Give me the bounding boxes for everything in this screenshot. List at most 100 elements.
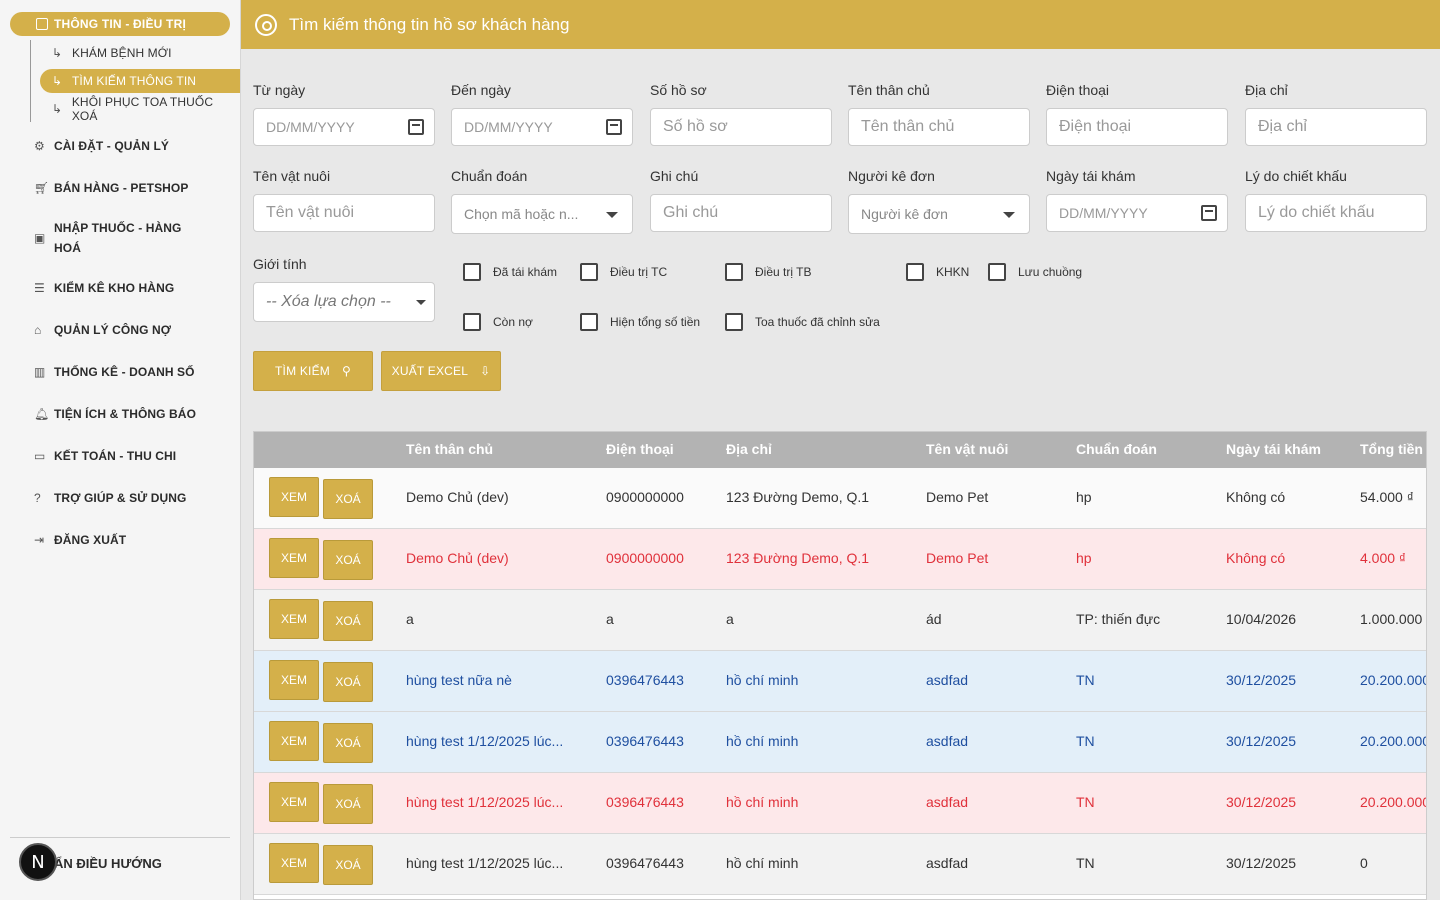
- view-button[interactable]: XEM: [269, 538, 319, 578]
- cell-owner: hùng test 1/12/2025 lúc...: [406, 794, 564, 810]
- table-row[interactable]: XEM XOÁ a a a ád TP: thiến đực 10/04/202…: [254, 590, 1426, 651]
- checkbox-box[interactable]: [463, 313, 481, 331]
- sidebar-item-notifications[interactable]: 🔔︎ TIỆN ÍCH & THÔNG BÁO: [34, 404, 214, 424]
- revisit-date-placeholder: DD/MM/YYYY: [1059, 205, 1148, 221]
- delete-button[interactable]: XOÁ: [323, 601, 373, 641]
- view-button[interactable]: XEM: [269, 660, 319, 700]
- sidebar-item-accounting[interactable]: ▭ KẾT TOÁN - THU CHI: [34, 446, 214, 466]
- table-row[interactable]: XEM XOÁ hùng test 1/12/2025 lúc... 03964…: [254, 712, 1426, 773]
- diagnosis-select[interactable]: Chọn mã hoặc n...: [451, 194, 633, 234]
- to-date-input[interactable]: DD/MM/YYYY: [451, 108, 633, 146]
- cell-total: 4.000 ₫: [1360, 550, 1407, 566]
- sidebar-item-search-info[interactable]: ↳ TÌM KIẾM THÔNG TIN: [40, 69, 240, 93]
- sidebar-item-label: KẾT TOÁN - THU CHI: [54, 449, 177, 463]
- checkbox-box[interactable]: [580, 313, 598, 331]
- checkbox-box[interactable]: [906, 263, 924, 281]
- table-row[interactable]: XEM XOÁ hùng test 1/12/2025 lúc... 03964…: [254, 834, 1426, 895]
- view-button[interactable]: XEM: [269, 721, 319, 761]
- owner-name-label: Tên thân chủ: [848, 82, 930, 98]
- note-field: Ghi chú Ghi chú: [650, 168, 832, 232]
- checkbox-boarding[interactable]: Lưu chuồng: [988, 263, 1082, 281]
- arrow-right-icon: ↳: [52, 102, 63, 116]
- delete-button[interactable]: XOÁ: [323, 784, 373, 824]
- checkbox-in-debt[interactable]: Còn nợ: [463, 313, 533, 331]
- view-button[interactable]: XEM: [269, 599, 319, 639]
- checkbox-box[interactable]: [580, 263, 598, 281]
- view-button[interactable]: XEM: [269, 843, 319, 883]
- n-logo-badge[interactable]: N: [19, 843, 57, 881]
- checkbox-khkn[interactable]: KHKN: [906, 263, 969, 281]
- calendar-icon[interactable]: [408, 119, 424, 135]
- owner-name-input[interactable]: Tên thân chủ: [848, 108, 1030, 146]
- checkbox-treat-tc[interactable]: Điều trị TC: [580, 263, 667, 281]
- delete-button[interactable]: XOÁ: [323, 540, 373, 580]
- checkbox-box[interactable]: [988, 263, 1006, 281]
- results-table: Tên thân chủ Điện thoại Địa chỉ Tên vật …: [253, 431, 1427, 900]
- phone-input[interactable]: Điện thoại: [1046, 108, 1228, 146]
- sidebar-item-restore-prescription[interactable]: ↳ KHÔI PHỤC TOA THUỐC XOÁ: [40, 95, 240, 123]
- sidebar-item-inventory[interactable]: ☰ KIỂM KÊ KHO HÀNG: [34, 278, 214, 298]
- sidebar-item-petshop[interactable]: 🛒︎ BÁN HÀNG - PETSHOP: [34, 178, 214, 198]
- sidebar-item-debt[interactable]: ⌂ QUẢN LÝ CÔNG NỢ: [34, 320, 214, 340]
- calendar-icon[interactable]: [606, 119, 622, 135]
- column-header[interactable]: Tổng tiền: [1360, 441, 1423, 457]
- note-input[interactable]: Ghi chú: [650, 194, 832, 232]
- cell-revisit: Không có: [1226, 550, 1286, 566]
- address-field: Địa chỉ Địa chỉ: [1245, 82, 1427, 146]
- column-header[interactable]: Điện thoại: [606, 441, 674, 457]
- sidebar-item-logout[interactable]: ⇥ ĐĂNG XUẤT: [34, 530, 214, 550]
- column-header[interactable]: Tên thân chủ: [406, 441, 494, 457]
- discount-reason-input[interactable]: Lý do chiết khấu: [1245, 194, 1427, 232]
- table-row[interactable]: XEM XOÁ hùng test 1/12/2025 lúc... 03964…: [254, 773, 1426, 834]
- sidebar-item-import[interactable]: ▣ NHẬP THUỐC - HÀNG HOÁ: [34, 218, 194, 258]
- sidebar-item-help[interactable]: ? TRỢ GIÚP & SỬ DỤNG: [34, 488, 214, 508]
- owner-name-placeholder: Tên thân chủ: [861, 118, 955, 135]
- revisit-date-input[interactable]: DD/MM/YYYY: [1046, 194, 1228, 232]
- prescriber-select[interactable]: Người kê đơn: [848, 194, 1030, 234]
- column-header[interactable]: Tên vật nuôi: [926, 441, 1009, 457]
- view-button[interactable]: XEM: [269, 477, 319, 517]
- sidebar-item-stats[interactable]: ▥ THỐNG KÊ - DOANH SỐ: [34, 362, 214, 382]
- checkbox-box[interactable]: [725, 313, 743, 331]
- chevron-down-icon: [1003, 212, 1015, 218]
- checkbox-show-total[interactable]: Hiện tổng số tiền: [580, 313, 700, 331]
- cell-revisit: 30/12/2025: [1226, 672, 1297, 688]
- gender-select[interactable]: -- Xóa lựa chọn --: [253, 282, 435, 322]
- sidebar-item-new-exam[interactable]: ↳ KHÁM BỆNH MỚI: [40, 41, 240, 65]
- gear-icon: ⚙: [34, 139, 45, 153]
- checkbox-treat-tb[interactable]: Điều trị TB: [725, 263, 811, 281]
- table-row[interactable]: XEM XOÁ Demo Chủ (dev) 0900000000 123 Đư…: [254, 468, 1426, 529]
- collapse-nav-button[interactable]: ẨN ĐIỀU HƯỚNG: [54, 856, 162, 871]
- view-button[interactable]: XEM: [269, 782, 319, 822]
- record-no-input[interactable]: Số hồ sơ: [650, 108, 832, 146]
- cell-revisit: 30/12/2025: [1226, 733, 1297, 749]
- checkbox-box[interactable]: [725, 263, 743, 281]
- search-button[interactable]: TÌM KIẾM ⚲: [253, 351, 373, 391]
- table-row[interactable]: XEM XOÁ hùng test nữa nè 0396476443 hồ c…: [254, 651, 1427, 712]
- address-input[interactable]: Địa chỉ: [1245, 108, 1427, 146]
- sidebar-item-settings[interactable]: ⚙ CÀI ĐẶT - QUẢN LÝ: [34, 136, 214, 156]
- delete-button[interactable]: XOÁ: [323, 479, 373, 519]
- cell-total: 20.200.000: [1360, 672, 1427, 688]
- column-header[interactable]: Chuẩn đoán: [1076, 441, 1157, 457]
- sidebar-group-treatment[interactable]: THÔNG TIN - ĐIỀU TRỊ: [10, 12, 230, 36]
- diagnosis-field: Chuẩn đoán Chọn mã hoặc n...: [451, 168, 633, 234]
- column-header[interactable]: Địa chỉ: [726, 441, 772, 457]
- checkbox-box[interactable]: [463, 263, 481, 281]
- delete-button[interactable]: XOÁ: [323, 723, 373, 763]
- table-row[interactable]: XEM XOÁ Demo Chủ (dev) 0900000000 123 Đư…: [254, 529, 1426, 590]
- checkbox-edited-rx[interactable]: Toa thuốc đã chỉnh sửa: [725, 313, 880, 331]
- cell-address: a: [726, 611, 734, 627]
- delete-button[interactable]: XOÁ: [323, 662, 373, 702]
- calendar-icon[interactable]: [1201, 205, 1217, 221]
- column-header[interactable]: Ngày tái khám: [1226, 441, 1321, 457]
- prescriber-placeholder: Người kê đơn: [861, 206, 948, 222]
- from-date-input[interactable]: DD/MM/YYYY: [253, 108, 435, 146]
- cell-address: 123 Đường Demo, Q.1: [726, 489, 870, 505]
- checkbox-revisited[interactable]: Đã tái khám: [463, 263, 557, 281]
- delete-button[interactable]: XOÁ: [323, 845, 373, 885]
- search-record-icon: [255, 14, 277, 36]
- pet-name-input[interactable]: Tên vật nuôi: [253, 194, 435, 232]
- cell-phone: 0396476443: [606, 733, 684, 749]
- export-excel-button[interactable]: XUẤT EXCEL ⇩: [381, 351, 501, 391]
